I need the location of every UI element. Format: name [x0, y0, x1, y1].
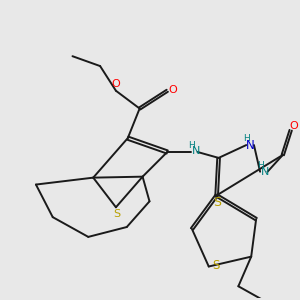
Text: O: O — [168, 85, 177, 95]
Text: N: N — [261, 167, 270, 177]
Text: O: O — [290, 121, 298, 131]
Text: N: N — [192, 146, 200, 156]
Text: H: H — [257, 161, 264, 170]
Text: S: S — [212, 259, 220, 272]
Text: O: O — [111, 79, 120, 89]
Text: S: S — [213, 196, 221, 209]
Text: H: H — [188, 141, 195, 150]
Text: S: S — [113, 209, 120, 219]
Text: H: H — [244, 134, 250, 143]
Text: N: N — [246, 139, 255, 152]
